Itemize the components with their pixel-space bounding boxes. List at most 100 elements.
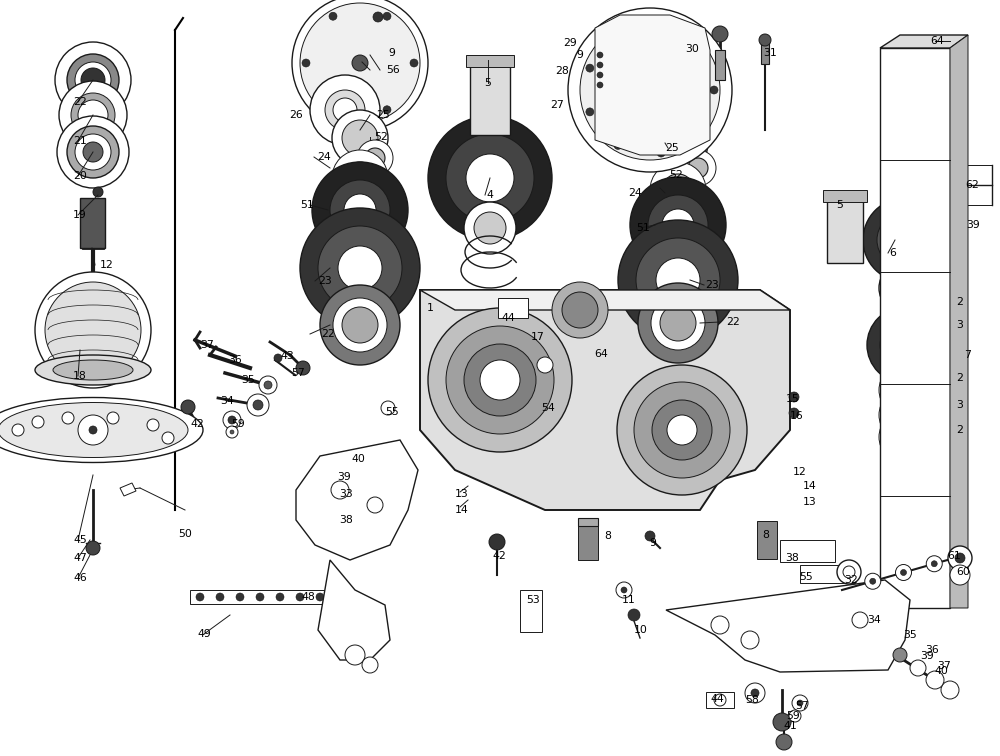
Text: 57: 57 xyxy=(291,368,305,378)
Text: 13: 13 xyxy=(455,489,469,499)
Text: 30: 30 xyxy=(685,44,699,54)
Text: 2: 2 xyxy=(957,425,963,435)
Circle shape xyxy=(877,212,933,268)
Text: 22: 22 xyxy=(726,317,740,327)
Text: 11: 11 xyxy=(622,595,636,605)
Text: 26: 26 xyxy=(289,110,303,120)
Circle shape xyxy=(586,64,594,72)
Circle shape xyxy=(792,695,808,711)
Circle shape xyxy=(655,230,665,240)
Circle shape xyxy=(93,187,103,197)
Circle shape xyxy=(645,531,655,541)
Circle shape xyxy=(650,162,706,218)
Text: 16: 16 xyxy=(790,411,804,421)
Circle shape xyxy=(662,209,694,241)
Text: 64: 64 xyxy=(930,36,944,46)
Text: 58: 58 xyxy=(745,695,759,705)
Circle shape xyxy=(373,12,383,22)
Circle shape xyxy=(352,55,368,71)
Polygon shape xyxy=(120,483,136,496)
Text: 9: 9 xyxy=(577,50,583,60)
Circle shape xyxy=(616,582,632,598)
Text: 37: 37 xyxy=(200,340,214,350)
Circle shape xyxy=(253,400,263,410)
Circle shape xyxy=(292,0,428,131)
Circle shape xyxy=(863,198,947,282)
Circle shape xyxy=(526,593,536,603)
Circle shape xyxy=(562,292,598,328)
Circle shape xyxy=(332,110,388,166)
Ellipse shape xyxy=(53,360,133,380)
Circle shape xyxy=(383,106,391,113)
Circle shape xyxy=(580,20,720,160)
Circle shape xyxy=(67,126,119,178)
Text: 24: 24 xyxy=(317,152,331,162)
Circle shape xyxy=(789,408,799,418)
Circle shape xyxy=(78,415,108,445)
Bar xyxy=(578,518,598,526)
Circle shape xyxy=(330,180,390,240)
Circle shape xyxy=(893,648,907,662)
Polygon shape xyxy=(595,15,710,155)
Text: 1: 1 xyxy=(427,303,433,313)
Circle shape xyxy=(628,609,640,621)
Text: 2: 2 xyxy=(957,373,963,383)
Text: 9: 9 xyxy=(650,538,656,548)
Circle shape xyxy=(667,415,697,445)
Bar xyxy=(880,48,950,608)
Text: 42: 42 xyxy=(190,419,204,429)
Circle shape xyxy=(329,12,337,20)
Circle shape xyxy=(312,162,408,258)
Polygon shape xyxy=(666,580,910,672)
Text: 56: 56 xyxy=(386,65,400,75)
Circle shape xyxy=(679,234,687,242)
Circle shape xyxy=(890,400,920,430)
Circle shape xyxy=(797,700,803,706)
Circle shape xyxy=(223,411,241,429)
Text: 39: 39 xyxy=(966,220,980,230)
Text: 32: 32 xyxy=(844,575,858,585)
Circle shape xyxy=(529,325,539,335)
Circle shape xyxy=(773,713,791,731)
Circle shape xyxy=(464,202,516,254)
Circle shape xyxy=(526,615,536,625)
Circle shape xyxy=(428,308,572,452)
Text: 40: 40 xyxy=(934,666,948,676)
Circle shape xyxy=(640,80,660,100)
Circle shape xyxy=(446,326,554,434)
Circle shape xyxy=(216,593,224,601)
Text: 37: 37 xyxy=(937,661,951,671)
Circle shape xyxy=(480,360,520,400)
Circle shape xyxy=(867,307,943,383)
Circle shape xyxy=(310,75,380,145)
Circle shape xyxy=(335,215,345,225)
Circle shape xyxy=(617,365,747,495)
Circle shape xyxy=(926,556,942,572)
Circle shape xyxy=(361,221,369,229)
Text: 15: 15 xyxy=(786,394,800,404)
Circle shape xyxy=(880,320,930,370)
Circle shape xyxy=(662,174,694,206)
Circle shape xyxy=(745,683,765,703)
Bar xyxy=(800,565,855,583)
Circle shape xyxy=(316,593,324,601)
Text: 2: 2 xyxy=(957,297,963,307)
Circle shape xyxy=(464,344,536,416)
Text: 23: 23 xyxy=(318,276,332,286)
Circle shape xyxy=(381,401,395,415)
Circle shape xyxy=(870,578,876,584)
Text: 44: 44 xyxy=(710,694,724,704)
Circle shape xyxy=(657,149,665,157)
Circle shape xyxy=(325,90,365,130)
Text: 34: 34 xyxy=(867,615,881,625)
Circle shape xyxy=(474,212,506,244)
Circle shape xyxy=(333,298,387,352)
Circle shape xyxy=(955,553,965,563)
Bar xyxy=(823,190,867,202)
Circle shape xyxy=(236,593,244,601)
Circle shape xyxy=(634,382,730,478)
Text: 36: 36 xyxy=(228,355,242,365)
Circle shape xyxy=(147,419,159,431)
Text: 48: 48 xyxy=(301,592,315,602)
Text: 29: 29 xyxy=(563,38,577,48)
